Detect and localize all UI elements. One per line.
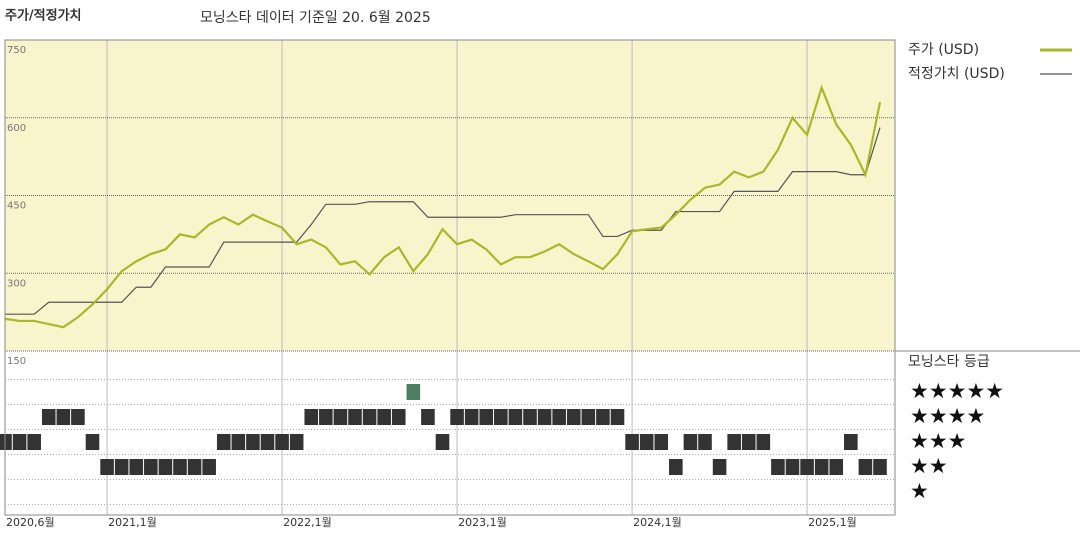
plot-frame [4,39,896,516]
rating-bar [12,434,27,450]
rating-bar [479,409,494,425]
rating-bar [814,459,829,475]
rating-bar [173,459,187,475]
rating-bar [260,434,275,450]
rating-bar [319,409,333,425]
rating-bar [27,434,41,450]
x-tick-label: 2020,6월 [6,516,55,529]
rating-bar [683,434,698,450]
rating-bar [144,459,158,475]
rating-bar [0,434,12,450]
rating-bar [464,409,479,425]
rating-row-label: ★★★★ [910,404,985,428]
rating-bar [333,409,348,425]
rating-row-label: ★★ [910,454,948,478]
rating-bar [362,409,377,425]
rating-bar [114,459,129,475]
rating-bar [391,409,406,425]
rating-bar [100,459,114,475]
rating-bar [625,434,639,450]
rating-bar [741,434,756,450]
rating-bar [231,434,246,450]
rating-bar [712,459,727,475]
rating-bar [639,434,654,450]
rating-bar [289,434,304,450]
rating-bar [858,459,873,475]
rating-bar [348,409,362,425]
rating-bar [566,409,581,425]
rating-bar [669,459,683,475]
rating-bar [246,434,260,450]
rating-bar [71,409,85,425]
rating-bar [494,409,508,425]
rating-bar [377,409,391,425]
y-tick-label: 600 [7,123,26,134]
rating-bar [129,459,144,475]
rating-bar [727,434,741,450]
rating-bar [523,409,537,425]
rating-bar [581,409,596,425]
x-tick-label: 2021,1월 [108,516,157,529]
chart-subtitle: 모닝스타 데이터 기준일 20. 6월 2025 [200,10,431,26]
legend-label: 주가 (USD) [908,42,979,58]
rating-bar [610,409,625,425]
rating-bar [800,459,814,475]
rating-bar [698,434,712,450]
chart-title: 주가/적정가치 [5,8,82,24]
rating-bar [785,459,800,475]
rating-bar [552,409,566,425]
rating-title: 모닝스타 등급 [908,354,990,370]
rating-bar [85,434,100,450]
y-tick-label: 300 [7,278,26,289]
y-tick-label: 450 [7,201,26,212]
rating-row-label: ★★★★★ [910,379,1004,403]
y-tick-label: 750 [7,45,26,56]
rating-bar [56,409,71,425]
rating-bar [435,434,450,450]
x-tick-label: 2022,1월 [283,516,332,529]
rating-bar [421,409,435,425]
rating-bar [187,459,202,475]
rating-bar [275,434,289,450]
x-tick-label: 2023,1월 [458,516,507,529]
rating-row-label: ★ [910,479,929,503]
rating-row-label: ★★★ [910,429,966,453]
rating-bar [873,459,887,475]
rating-bar [304,409,319,425]
rating-bar [596,409,610,425]
fair-value-line [5,127,881,315]
legend-label: 적정가치 (USD) [908,66,1005,82]
rating-bar [406,384,421,400]
rating-bar [158,459,173,475]
rating-bar [654,434,669,450]
y-tick-label: 150 [7,356,26,367]
rating-bar [216,434,231,450]
x-tick-label: 2024,1월 [633,516,682,529]
rating-bar [771,459,785,475]
price-line [4,84,882,329]
x-tick-label: 2025,1월 [808,516,857,529]
rating-bar [508,409,523,425]
rating-bar [450,409,464,425]
rating-bar [202,459,216,475]
rating-bar [829,459,844,475]
rating-bar [537,409,552,425]
rating-bar [756,434,771,450]
rating-bar [844,434,858,450]
rating-bar [41,409,56,425]
